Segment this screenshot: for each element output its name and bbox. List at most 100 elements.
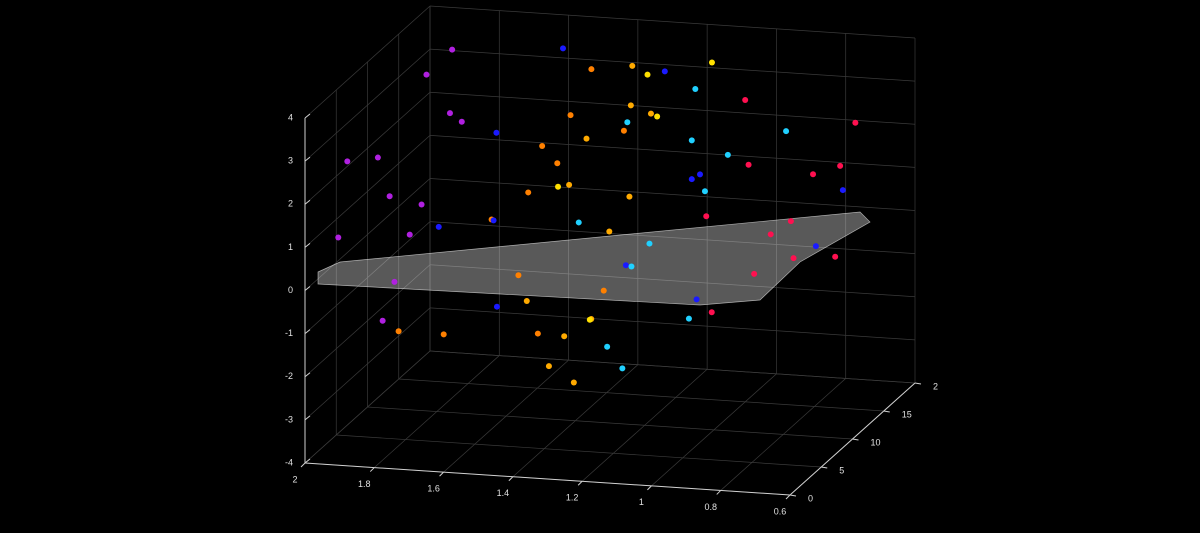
point	[619, 365, 626, 372]
point	[620, 127, 627, 134]
point	[435, 223, 442, 230]
z-tick	[304, 415, 311, 421]
grid-line	[429, 48, 916, 82]
z-tick-label: 3	[288, 156, 293, 166]
point	[395, 328, 402, 335]
z-tick	[304, 286, 311, 291]
grid-line	[304, 178, 431, 291]
z-tick-label: -2	[285, 371, 293, 381]
x-tick	[647, 485, 652, 491]
point	[661, 68, 668, 75]
point	[644, 71, 651, 78]
y-tick-label: 5	[839, 465, 844, 475]
point	[628, 263, 635, 270]
point	[837, 162, 844, 169]
grid-line	[429, 91, 916, 125]
point	[554, 160, 561, 167]
x-tick-label: 0.6	[774, 506, 787, 516]
point	[604, 343, 611, 350]
grid-line	[429, 135, 916, 168]
point	[787, 218, 794, 225]
z-tick	[304, 329, 311, 335]
x-tick	[439, 471, 444, 477]
z-tick-label: -1	[285, 328, 293, 338]
point	[566, 181, 573, 188]
point	[583, 135, 590, 142]
x-tick-label: 1.2	[566, 493, 579, 503]
points	[335, 45, 859, 386]
x-tick	[577, 480, 583, 486]
point	[458, 118, 465, 125]
z-tick	[304, 199, 311, 205]
x-axis	[304, 462, 791, 496]
point	[606, 228, 613, 235]
point	[790, 255, 797, 262]
point	[688, 137, 695, 144]
point	[624, 119, 631, 126]
point	[812, 243, 819, 250]
z-tick	[304, 113, 311, 119]
x-tick-label: 1.4	[497, 488, 510, 498]
y-tick	[914, 382, 922, 385]
point	[561, 333, 568, 340]
x-tick-label: 1.8	[358, 479, 371, 489]
point	[555, 183, 562, 190]
grid-line	[367, 406, 853, 440]
point	[335, 234, 342, 241]
y-tick-label: 0	[808, 493, 813, 503]
x-tick	[300, 462, 306, 468]
point	[575, 219, 582, 226]
point	[490, 217, 497, 224]
point	[724, 151, 731, 158]
point	[654, 113, 661, 120]
point	[523, 297, 530, 304]
grid-line	[304, 48, 431, 162]
point	[539, 143, 546, 150]
x-tick-label: 0.8	[704, 502, 717, 512]
grid-line	[304, 91, 431, 205]
grid-line	[304, 350, 431, 464]
axes: 0.6 0.8 1 1.2 1.4 1.6 1.8 2 0 5 10 15 2 -4 -3 -2 -1 0 1 2 3 4	[285, 112, 938, 516]
point	[525, 189, 532, 196]
x-tick	[716, 490, 722, 495]
grid-line	[336, 434, 822, 468]
x-tick	[369, 467, 375, 472]
point	[586, 316, 593, 323]
y-tick	[821, 466, 828, 469]
point	[708, 59, 715, 66]
z-tick-label: 4	[288, 112, 293, 122]
z-tick-label: -3	[285, 414, 293, 424]
point	[600, 287, 607, 294]
grid-line	[429, 221, 916, 254]
grid-line	[429, 5, 916, 39]
point	[685, 315, 692, 322]
z-tick	[304, 372, 311, 378]
point	[810, 171, 817, 178]
grid-line	[429, 264, 916, 298]
point	[697, 171, 703, 178]
point	[693, 296, 700, 303]
point	[708, 309, 715, 316]
point	[742, 96, 749, 103]
point	[701, 188, 708, 195]
y-tick	[852, 438, 859, 441]
point	[626, 193, 633, 200]
y-tick	[789, 494, 797, 497]
grid	[304, 5, 916, 496]
grid-line	[304, 264, 431, 378]
point	[647, 110, 654, 117]
point	[515, 272, 522, 279]
point	[692, 85, 699, 92]
point	[745, 161, 752, 168]
point	[783, 128, 790, 135]
grid-line	[304, 307, 431, 421]
point	[622, 262, 629, 269]
y-tick-label: 2	[933, 381, 938, 391]
point	[646, 240, 653, 247]
point	[406, 231, 413, 238]
point	[627, 102, 634, 109]
grid-line	[304, 135, 431, 248]
x-tick-label: 2	[292, 474, 297, 484]
x-tick	[785, 494, 791, 500]
